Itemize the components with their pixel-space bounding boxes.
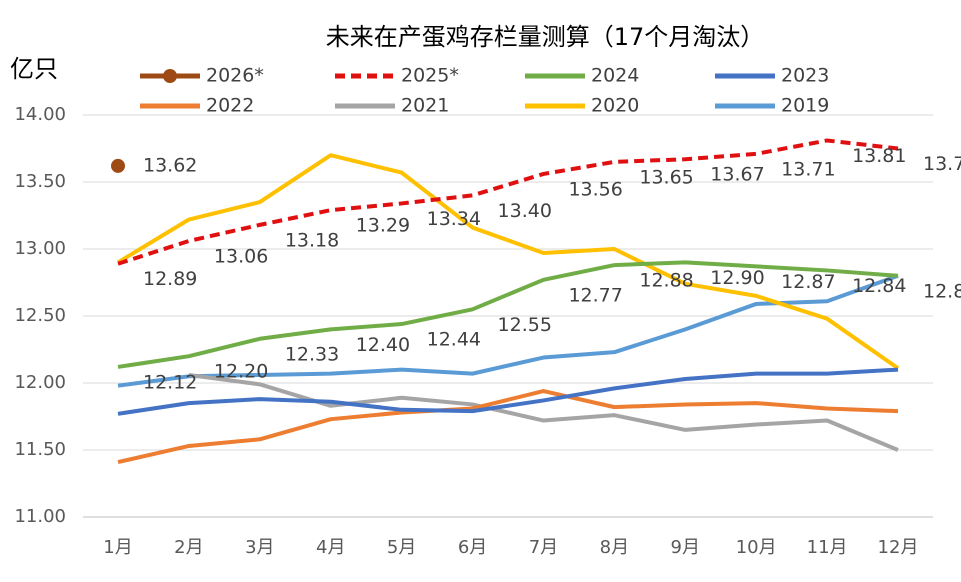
y-tick-label: 12.00	[14, 372, 66, 393]
value-label: 12.12	[143, 371, 197, 393]
value-label: 12.84	[852, 275, 906, 297]
x-tick-label: 2月	[174, 537, 203, 558]
value-label: 13.65	[639, 166, 693, 188]
y-tick-label: 14.00	[14, 104, 66, 125]
series-line	[117, 367, 899, 416]
legend-label: 2021	[401, 95, 449, 117]
value-label: 12.89	[143, 268, 197, 290]
series-line	[117, 260, 899, 369]
y-tick-label: 13.00	[14, 238, 66, 259]
value-label: 13.34	[427, 208, 481, 230]
legend-label: 2025*	[401, 65, 459, 87]
chart-title: 未来在产蛋鸡存栏量测算（17个月淘汰）	[326, 23, 765, 51]
y-tick-label: 13.50	[14, 171, 66, 192]
series-line	[117, 273, 899, 388]
legend-marker	[163, 69, 177, 83]
x-tick-label: 12月	[878, 537, 919, 558]
legend-label: 2022	[206, 95, 254, 117]
value-label: 13.29	[356, 215, 410, 237]
value-label: 12.33	[285, 343, 339, 365]
legend-label: 2020	[591, 95, 639, 117]
y-axis-label: 亿只	[10, 55, 58, 83]
value-label: 13.71	[781, 158, 835, 180]
legend-label: 2019	[781, 95, 829, 117]
value-label: 13.62	[143, 154, 197, 176]
value-label: 13.06	[214, 245, 268, 267]
x-tick-label: 1月	[103, 537, 132, 558]
value-label: 13.81	[852, 145, 906, 167]
x-tick-label: 11月	[807, 537, 848, 558]
value-label: 12.80	[923, 280, 961, 302]
value-label: 12.55	[498, 314, 552, 336]
x-tick-label: 4月	[316, 537, 345, 558]
x-tick-label: 8月	[600, 537, 629, 558]
x-tick-label: 3月	[245, 537, 274, 558]
point-marker	[111, 158, 125, 173]
value-label: 13.18	[285, 229, 339, 251]
value-label: 12.87	[781, 271, 835, 293]
value-label: 12.90	[710, 267, 764, 289]
legend-label: 2024	[591, 65, 639, 87]
x-tick-label: 5月	[387, 537, 416, 558]
value-label: 12.20	[214, 361, 268, 383]
series-line	[188, 372, 899, 452]
value-label: 13.40	[498, 200, 552, 222]
y-tick-label: 11.00	[14, 506, 66, 527]
x-tick-label: 7月	[529, 537, 558, 558]
value-label: 13.56	[568, 178, 622, 200]
x-tick-label: 6月	[458, 537, 487, 558]
value-label: 12.77	[568, 284, 622, 306]
value-label: 12.40	[356, 334, 410, 356]
y-tick-label: 12.50	[14, 305, 66, 326]
value-label: 13.75	[923, 153, 961, 175]
value-label: 13.67	[710, 164, 764, 186]
legend-label: 2026*	[206, 65, 264, 87]
y-tick-label: 11.50	[14, 439, 66, 460]
series-line	[117, 138, 899, 266]
series-line	[116, 153, 900, 370]
legend-label: 2023	[781, 65, 829, 87]
series-line	[117, 389, 899, 465]
value-label: 12.88	[639, 270, 693, 292]
value-label: 12.44	[427, 329, 481, 351]
x-tick-label: 9月	[671, 537, 700, 558]
x-tick-label: 10月	[736, 537, 777, 558]
